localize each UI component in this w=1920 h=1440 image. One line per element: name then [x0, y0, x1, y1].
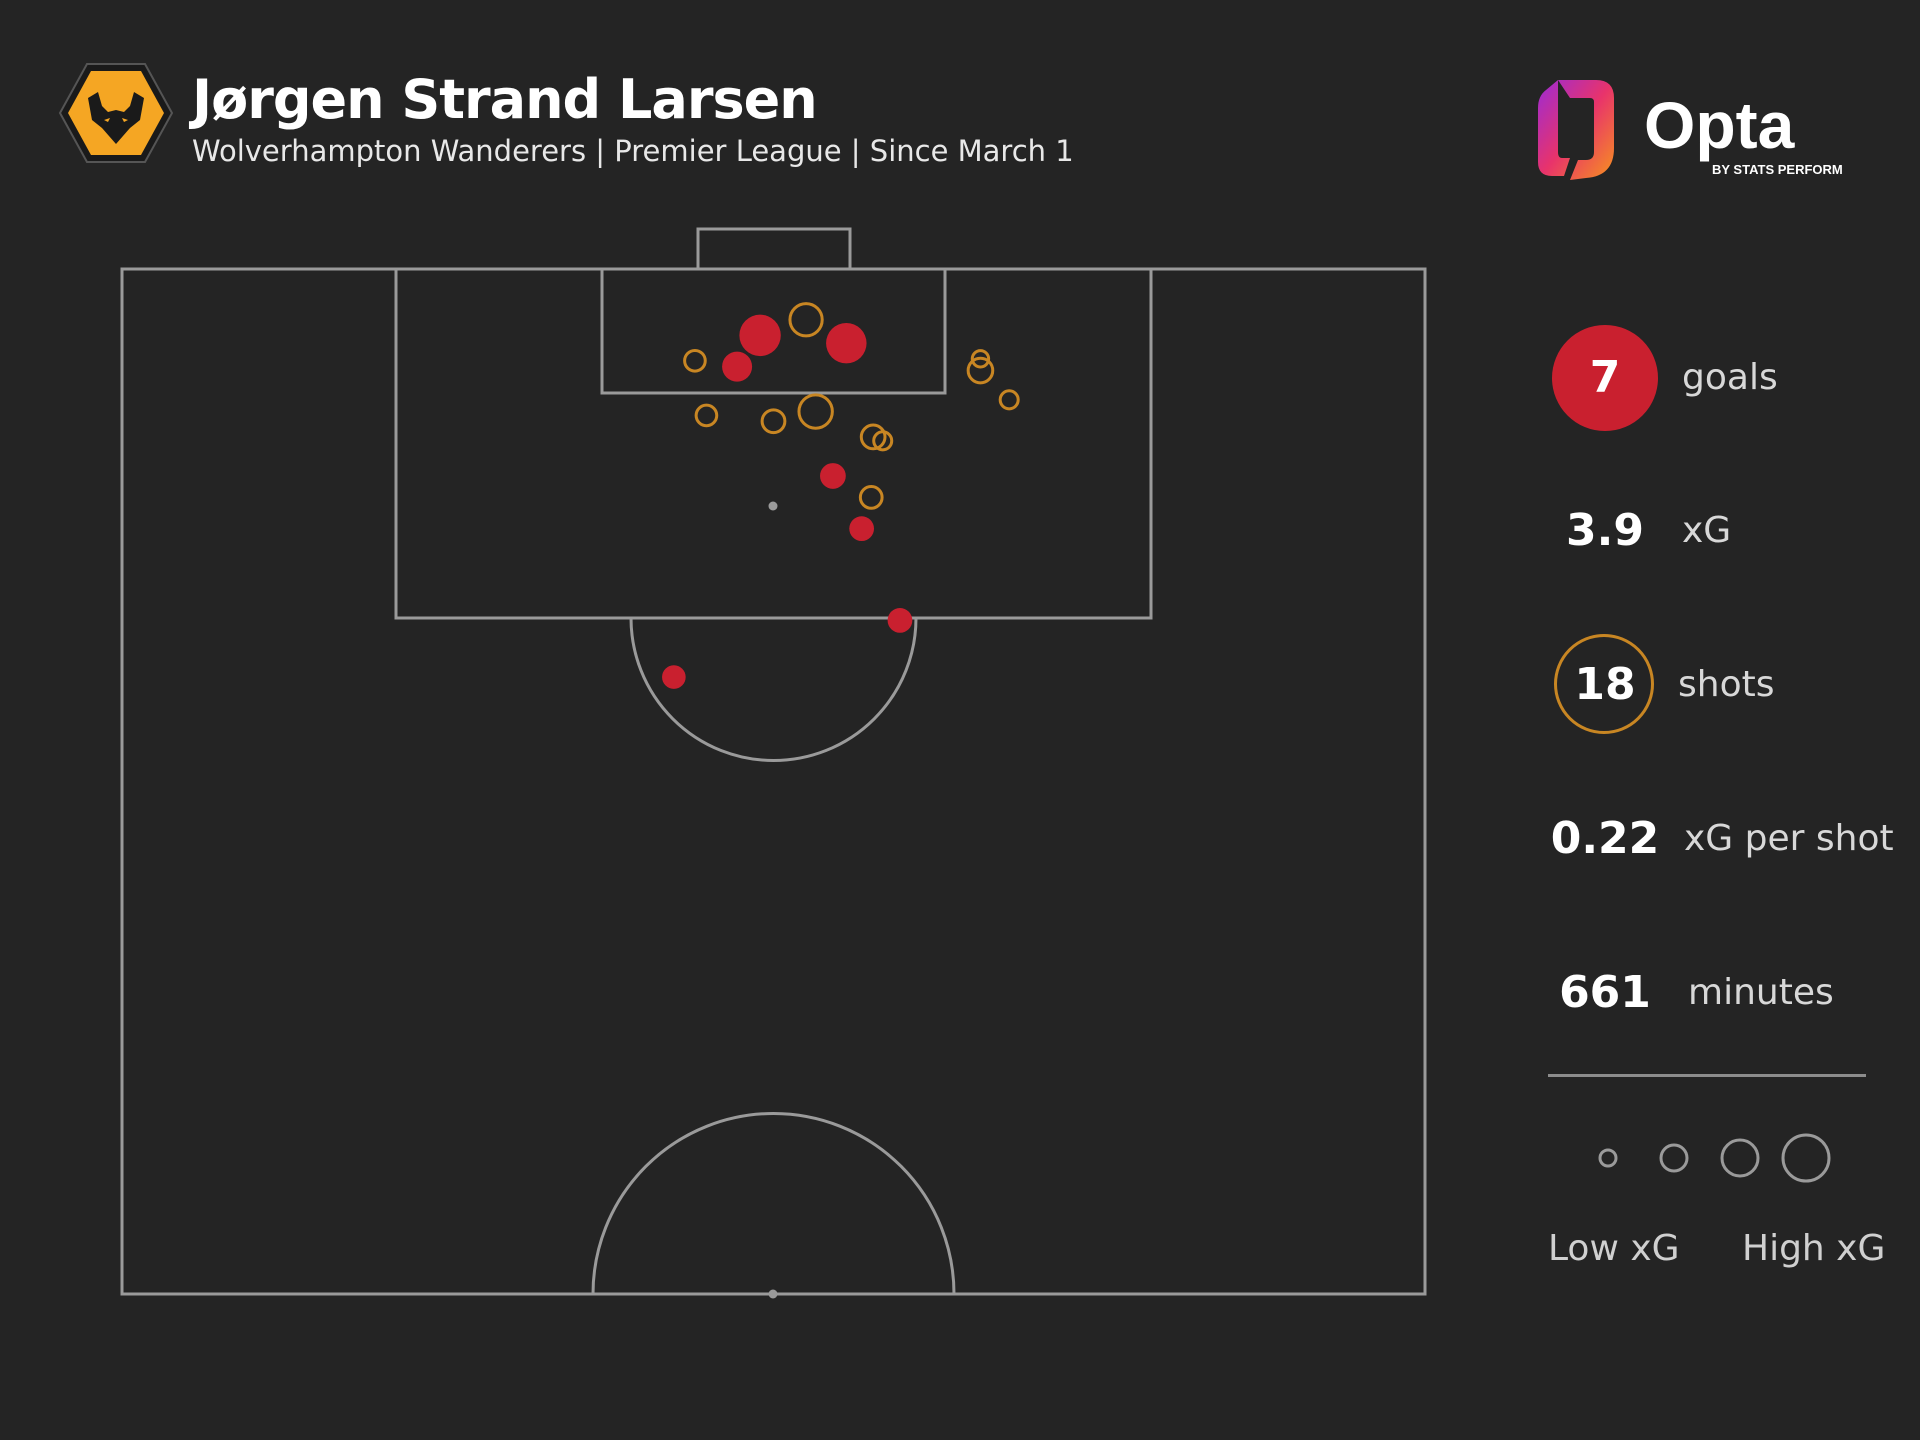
xg-per-shot-label: xG per shot: [1684, 818, 1894, 859]
shot-marker: [760, 408, 787, 435]
shots-label: shots: [1678, 664, 1775, 705]
shot-marker: [998, 389, 1020, 411]
stat-minutes: 661 minutes: [1550, 938, 1890, 1048]
stat-goals: 7 goals: [1550, 323, 1890, 433]
goal-marker: [662, 665, 686, 689]
goal-marker: [820, 463, 846, 489]
goal-marker: [722, 351, 753, 382]
stat-xg: 3.9 xG: [1550, 476, 1890, 586]
centre-circle: [591, 1112, 956, 1295]
shot-marker: [858, 485, 884, 510]
shot-map-pitch: [120, 227, 1427, 1299]
centre-spot: [768, 1289, 778, 1299]
goals-label: goals: [1682, 357, 1778, 398]
opta-logo-icon: Opta BY STATS PERFORM: [1538, 80, 1843, 180]
penalty-spot: [768, 501, 778, 511]
pitch-boundary: [120, 267, 1427, 1296]
shots-layer: [662, 302, 1020, 689]
penalty-arc: [629, 617, 918, 762]
xg-label: xG: [1682, 510, 1732, 551]
shot-marker: [872, 430, 894, 452]
page-title: Jørgen Strand Larsen: [192, 68, 818, 131]
goal-marker: [826, 322, 867, 364]
xg-value: 3.9: [1566, 505, 1644, 556]
goal-marker: [887, 608, 913, 633]
legend-xg-circle: [1659, 1143, 1689, 1173]
minutes-label: minutes: [1688, 972, 1834, 1013]
minutes-value: 661: [1559, 967, 1651, 1018]
goals-badge: [1552, 325, 1658, 431]
goal-marker: [739, 314, 781, 357]
goals-value: 7: [1589, 352, 1621, 403]
shot-marker: [788, 302, 824, 338]
shot-marker: [966, 356, 995, 385]
legend-xg-circle: [1598, 1148, 1618, 1168]
legend-low-xg-label: Low xG: [1548, 1228, 1680, 1269]
opta-logo-subtext: BY STATS PERFORM: [1712, 162, 1843, 177]
shot-marker: [970, 349, 991, 369]
shot-marker: [694, 403, 719, 428]
shots-value: 18: [1574, 659, 1636, 710]
opta-logo-text: Opta: [1644, 88, 1796, 162]
shot-marker: [859, 423, 887, 451]
goal-frame: [696, 227, 852, 271]
legend-xg-circle: [1720, 1138, 1760, 1178]
stats-divider: [1548, 1074, 1866, 1077]
stat-shots: 18 shots: [1550, 630, 1890, 740]
wolves-crest-icon: [58, 63, 174, 163]
legend-high-xg-label: High xG: [1742, 1228, 1886, 1269]
goal-marker: [849, 516, 875, 542]
page-subtitle: Wolverhampton Wanderers | Premier League…: [192, 134, 1074, 168]
xg-per-shot-value: 0.22: [1550, 813, 1660, 864]
shot-marker: [797, 393, 834, 430]
shots-badge: [1554, 634, 1654, 734]
xg-size-legend: [1598, 1133, 1831, 1183]
six-yard-box: [600, 267, 947, 395]
legend-xg-circle: [1781, 1133, 1831, 1183]
shot-marker: [683, 348, 707, 373]
stat-xg-per-shot: 0.22 xG per shot: [1550, 784, 1894, 894]
